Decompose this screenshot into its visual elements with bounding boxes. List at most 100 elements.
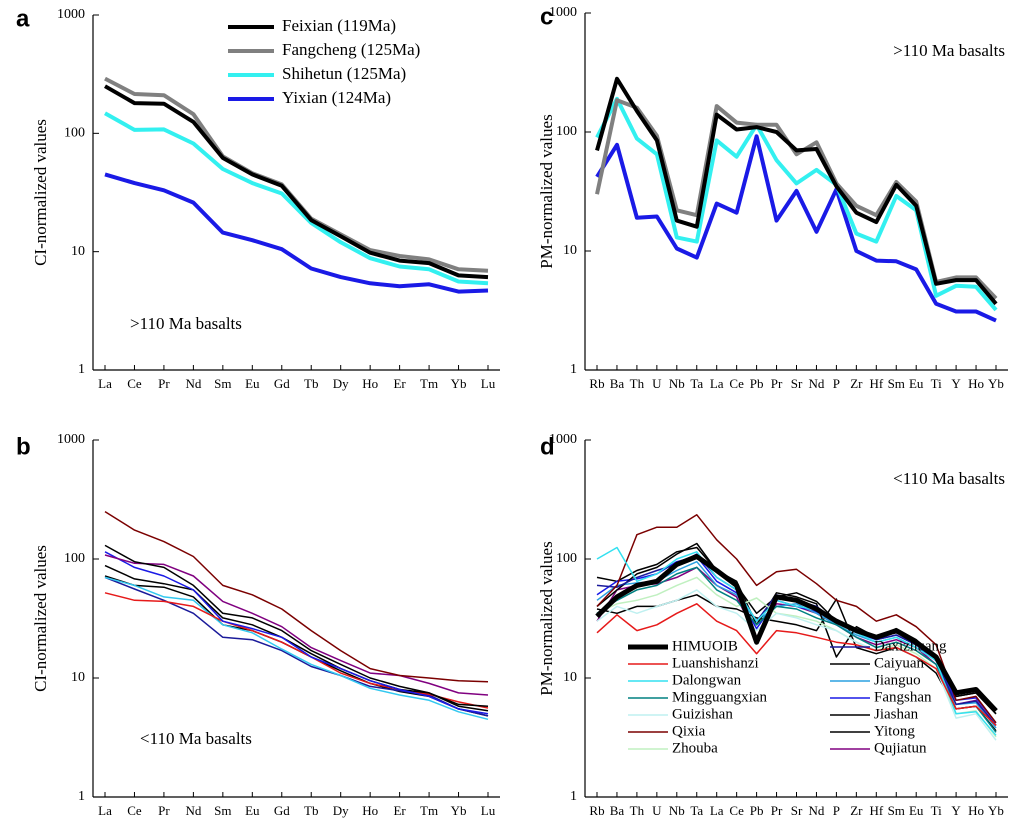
x-tick-label: Dy <box>333 376 349 391</box>
y-tick-label: 100 <box>556 551 577 566</box>
x-tick-label: Rb <box>589 376 604 391</box>
x-tick-label: Yb <box>451 803 467 818</box>
annotation: <110 Ma basalts <box>140 729 252 748</box>
series-line <box>104 510 489 683</box>
series-line <box>595 554 998 713</box>
panel-letter: c <box>540 3 553 30</box>
series-line <box>596 603 997 726</box>
x-tick-label: Nd <box>809 376 825 391</box>
x-tick-label: Eu <box>245 803 260 818</box>
panel-letter: b <box>16 433 31 460</box>
legend-label: Jianguo <box>874 672 921 688</box>
x-tick-label: U <box>652 376 662 391</box>
y-tick-label: 1 <box>78 789 85 804</box>
x-tick-label: Ce <box>127 803 142 818</box>
series-line <box>595 98 998 300</box>
x-tick-label: P <box>833 803 840 818</box>
x-tick-label: Zr <box>850 803 863 818</box>
x-tick-label: Ti <box>931 376 942 391</box>
panel: d PM-normalized values 1 10 100 1000 Rb Ba Th U Nb… <box>537 432 1008 818</box>
legend-label: Luanshishanzi <box>672 655 759 671</box>
legend-label: HIMUOIB <box>672 638 738 654</box>
legend-label: Yitong <box>874 723 915 739</box>
x-tick-label: Sm <box>214 803 231 818</box>
x-tick-label: Lu <box>481 376 496 391</box>
x-tick-label: Ti <box>931 803 942 818</box>
series-line <box>104 76 489 273</box>
x-tick-label: Nb <box>669 803 685 818</box>
legend-label: Mingguangxian <box>672 689 767 705</box>
x-tick-label: Er <box>393 803 406 818</box>
y-tick-label: 10 <box>563 670 577 685</box>
x-tick-label: Tb <box>304 376 318 391</box>
x-tick-label: Ta <box>690 803 703 818</box>
x-tick-label: Eu <box>909 376 924 391</box>
x-tick-label: Ho <box>362 376 378 391</box>
legend-label: Fangshan <box>874 689 932 705</box>
y-axis-label: CI-normalized values <box>31 119 50 266</box>
x-tick-label: Ce <box>127 376 142 391</box>
series-line <box>104 576 489 721</box>
x-tick-label: Th <box>630 376 645 391</box>
x-tick-label: Nd <box>809 803 825 818</box>
legend-label: Jiashan <box>874 706 919 722</box>
legend-label: Yixian (124Ma) <box>282 88 391 107</box>
panel-letter: a <box>16 5 30 32</box>
legend-label: Dalongwan <box>672 672 742 688</box>
x-tick-label: Ce <box>729 376 744 391</box>
y-tick-label: 1000 <box>57 432 85 447</box>
x-tick-label: La <box>710 376 724 391</box>
legend-label: Shihetun (125Ma) <box>282 64 406 83</box>
x-tick-label: U <box>652 803 662 818</box>
x-tick-label: Pr <box>771 803 783 818</box>
y-tick-label: 1 <box>570 789 577 804</box>
legend-label: Qujiatun <box>874 740 927 756</box>
x-tick-label: Yb <box>988 803 1004 818</box>
x-tick-label: La <box>710 803 724 818</box>
x-tick-label: La <box>98 803 112 818</box>
x-tick-label: Zr <box>850 376 863 391</box>
x-tick-label: Tm <box>420 376 438 391</box>
x-tick-label: Ba <box>610 803 625 818</box>
x-tick-label: Tm <box>420 803 438 818</box>
x-tick-label: Eu <box>245 376 260 391</box>
x-tick-label: Ce <box>729 803 744 818</box>
legend-label: Daxizhuang <box>874 638 947 654</box>
y-axis-label: CI-normalized values <box>31 545 50 692</box>
legend-label: Fangcheng (125Ma) <box>282 40 420 59</box>
x-tick-label: Pr <box>158 376 170 391</box>
y-tick-label: 1000 <box>57 7 85 22</box>
x-tick-label: Ho <box>968 376 984 391</box>
x-tick-label: Pr <box>158 803 170 818</box>
x-tick-label: Tb <box>304 803 318 818</box>
series-line <box>595 96 998 312</box>
x-tick-label: Ta <box>690 376 703 391</box>
x-tick-label: Y <box>951 803 961 818</box>
x-tick-label: Sr <box>791 376 803 391</box>
y-axis-label: PM-normalized values <box>537 114 556 268</box>
y-tick-label: 100 <box>64 551 85 566</box>
x-tick-label: Pr <box>771 376 783 391</box>
x-tick-label: Dy <box>333 803 349 818</box>
x-tick-label: P <box>833 376 840 391</box>
x-tick-label: Ho <box>968 803 984 818</box>
x-tick-label: Yb <box>988 376 1004 391</box>
series-line <box>104 172 489 294</box>
y-tick-label: 1000 <box>549 432 577 447</box>
x-tick-label: Nd <box>185 376 201 391</box>
series-line <box>596 546 997 736</box>
annotation: >110 Ma basalts <box>130 314 242 333</box>
y-tick-label: 10 <box>71 670 85 685</box>
series-line <box>596 514 997 724</box>
x-tick-label: Yb <box>451 376 467 391</box>
legend-label: Caiyuan <box>874 655 924 671</box>
x-tick-label: Ba <box>610 376 625 391</box>
x-tick-label: Hf <box>869 376 883 391</box>
x-tick-label: Pb <box>750 376 764 391</box>
y-tick-label: 100 <box>64 126 85 141</box>
series-line <box>596 546 997 715</box>
legend-label: Guizishan <box>672 706 733 722</box>
x-tick-label: Pb <box>750 803 764 818</box>
x-tick-label: Sr <box>791 803 803 818</box>
x-tick-label: Eu <box>909 803 924 818</box>
